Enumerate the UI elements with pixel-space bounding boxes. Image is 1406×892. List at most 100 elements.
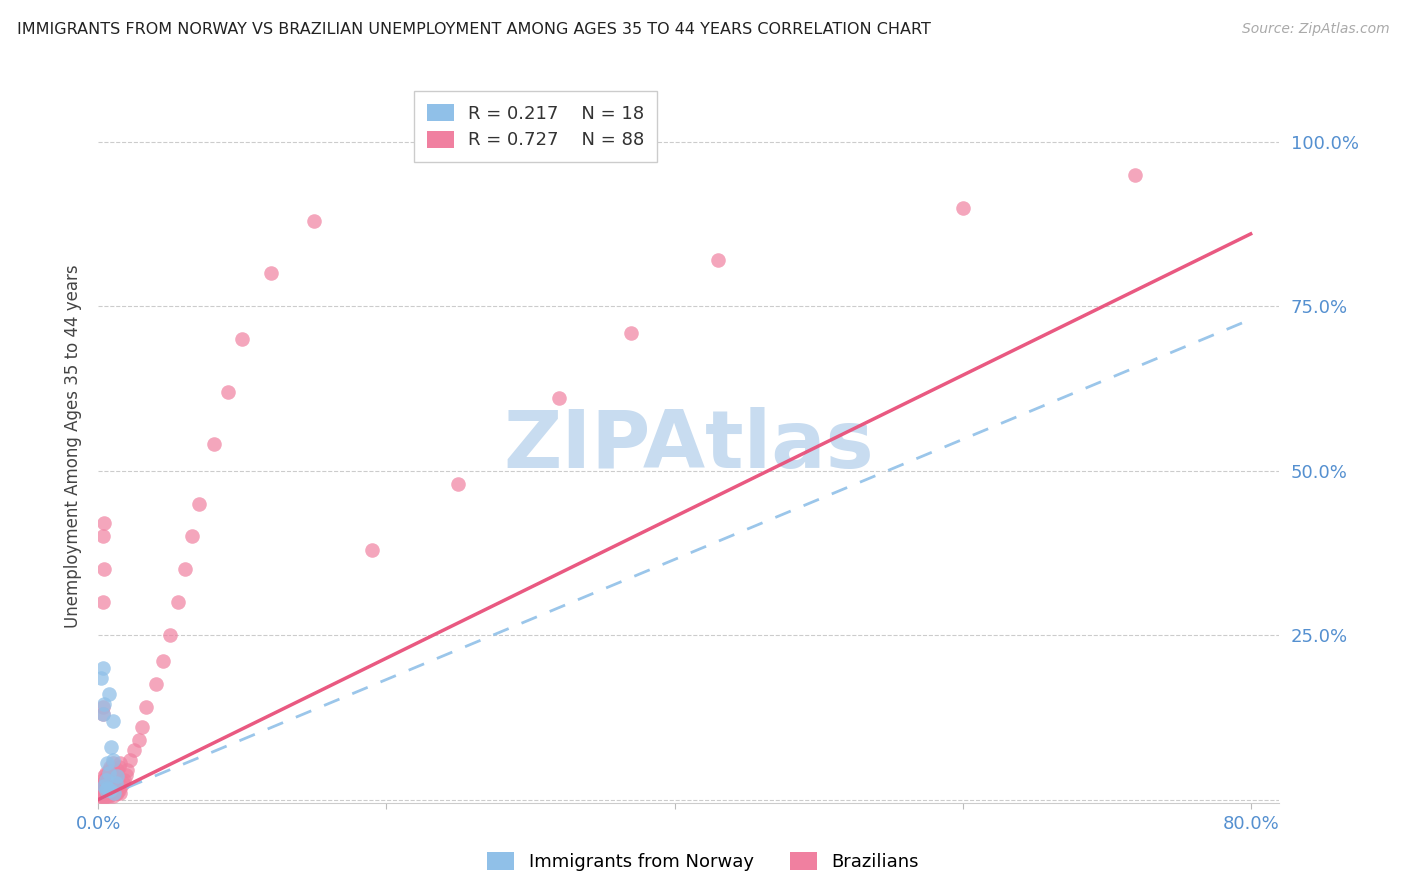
Point xyxy=(93,562,115,576)
Point xyxy=(181,529,204,543)
Point xyxy=(93,770,115,784)
Point xyxy=(97,763,120,777)
Point xyxy=(101,753,124,767)
Text: ZIPAtlas: ZIPAtlas xyxy=(503,407,875,485)
Point xyxy=(94,766,117,780)
Point xyxy=(91,786,114,800)
Point xyxy=(548,392,571,406)
Point xyxy=(90,789,112,804)
Point xyxy=(93,776,115,790)
Point xyxy=(90,780,112,794)
Point xyxy=(94,789,117,804)
Point xyxy=(91,529,114,543)
Point xyxy=(91,700,114,714)
Point xyxy=(100,739,122,754)
Point xyxy=(108,756,131,771)
Point xyxy=(101,782,124,797)
Point xyxy=(217,384,239,399)
Point xyxy=(98,772,121,787)
Point xyxy=(96,789,118,804)
Point xyxy=(90,786,112,800)
Point xyxy=(90,782,112,797)
Point xyxy=(96,780,118,795)
Text: Source: ZipAtlas.com: Source: ZipAtlas.com xyxy=(1241,22,1389,37)
Point xyxy=(304,213,326,227)
Point xyxy=(93,782,115,797)
Point xyxy=(447,476,470,491)
Point xyxy=(101,789,124,804)
Point xyxy=(105,763,128,777)
Point xyxy=(100,780,122,794)
Point xyxy=(97,766,120,780)
Point xyxy=(620,326,643,340)
Point xyxy=(93,780,115,794)
Point xyxy=(94,772,117,787)
Y-axis label: Unemployment Among Ages 35 to 44 years: Unemployment Among Ages 35 to 44 years xyxy=(63,264,82,628)
Point xyxy=(260,266,283,280)
Point xyxy=(107,782,129,797)
Point xyxy=(98,780,121,795)
Point xyxy=(124,743,146,757)
Point xyxy=(103,786,125,800)
Point xyxy=(91,787,114,801)
Point xyxy=(96,784,118,798)
Point xyxy=(202,437,225,451)
Point xyxy=(112,772,135,787)
Point xyxy=(173,562,195,576)
Point xyxy=(89,786,111,800)
Point xyxy=(91,706,114,721)
Point xyxy=(114,767,136,781)
Point xyxy=(97,776,120,790)
Point xyxy=(120,753,142,767)
Point xyxy=(96,770,118,784)
Point xyxy=(91,789,114,804)
Point xyxy=(1125,168,1147,182)
Point xyxy=(115,763,138,777)
Point xyxy=(706,253,728,268)
Point xyxy=(93,789,115,804)
Point xyxy=(90,671,112,685)
Point xyxy=(94,786,117,800)
Point xyxy=(100,787,122,801)
Point xyxy=(103,770,125,784)
Point xyxy=(96,780,118,794)
Point xyxy=(91,661,114,675)
Point xyxy=(231,332,253,346)
Point xyxy=(97,782,120,797)
Point xyxy=(89,782,111,797)
Point xyxy=(108,786,131,800)
Point xyxy=(110,780,132,794)
Point xyxy=(91,776,114,790)
Point xyxy=(98,787,121,801)
Legend: Immigrants from Norway, Brazilians: Immigrants from Norway, Brazilians xyxy=(479,846,927,879)
Point xyxy=(188,497,211,511)
Point xyxy=(128,733,150,747)
Point xyxy=(101,774,124,789)
Point xyxy=(166,595,188,609)
Point xyxy=(97,687,120,701)
Point xyxy=(105,786,128,800)
Point xyxy=(159,628,181,642)
Point xyxy=(100,767,122,781)
Point xyxy=(93,516,115,531)
Point xyxy=(152,654,174,668)
Point xyxy=(131,720,153,734)
Point xyxy=(104,786,127,800)
Point xyxy=(91,706,114,721)
Point xyxy=(93,697,115,711)
Point xyxy=(94,776,117,790)
Point xyxy=(91,595,114,609)
Point xyxy=(952,201,974,215)
Point xyxy=(104,776,127,790)
Point xyxy=(94,782,117,797)
Point xyxy=(98,782,121,797)
Point xyxy=(111,776,134,790)
Point xyxy=(89,789,111,804)
Point xyxy=(91,780,114,795)
Point xyxy=(101,756,124,771)
Point xyxy=(91,772,114,787)
Point xyxy=(93,786,115,800)
Legend: R = 0.217    N = 18, R = 0.727    N = 88: R = 0.217 N = 18, R = 0.727 N = 88 xyxy=(413,91,657,162)
Point xyxy=(94,782,117,797)
Text: IMMIGRANTS FROM NORWAY VS BRAZILIAN UNEMPLOYMENT AMONG AGES 35 TO 44 YEARS CORRE: IMMIGRANTS FROM NORWAY VS BRAZILIAN UNEM… xyxy=(17,22,931,37)
